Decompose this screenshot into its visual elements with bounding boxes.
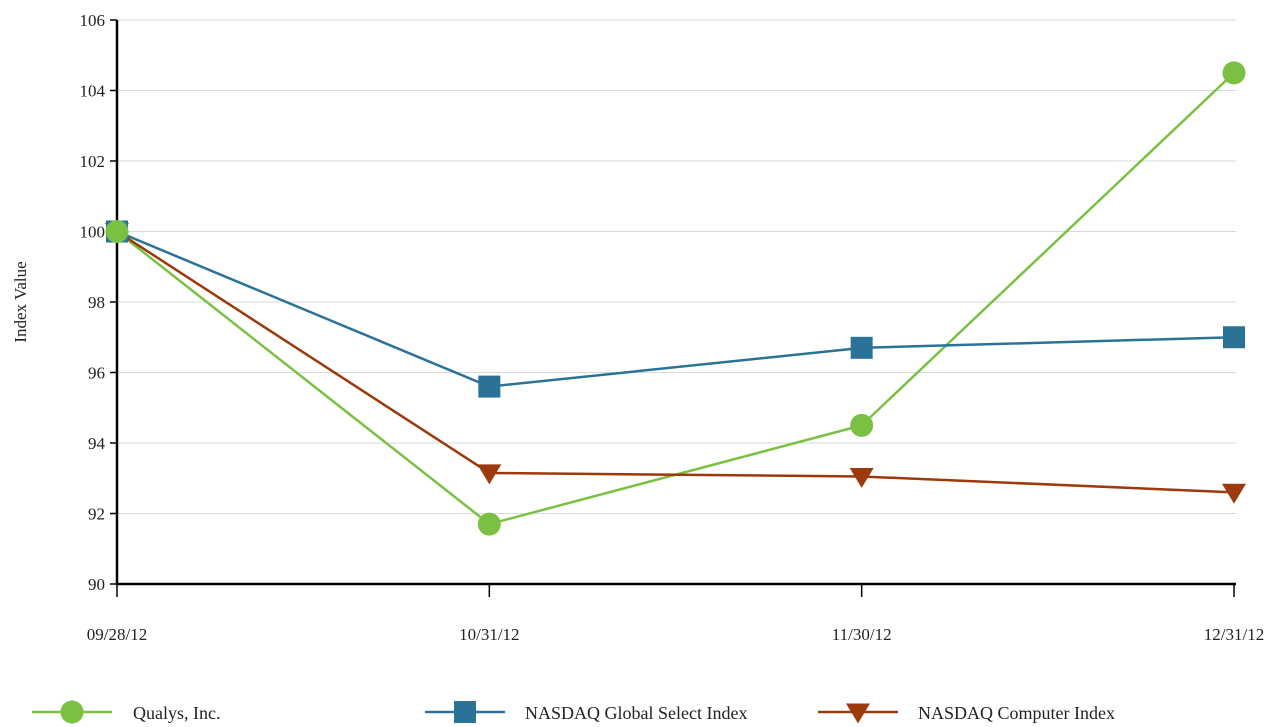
y-axis-title: Index Value — [11, 261, 30, 342]
legend-label: NASDAQ Global Select Index — [525, 703, 747, 723]
y-tick-label: 100 — [80, 223, 106, 242]
series — [105, 61, 1246, 536]
data-point — [1222, 61, 1246, 85]
x-axis-ticks: 09/28/12 10/31/12 11/30/12 12/31/12 — [87, 584, 1264, 644]
x-tick-label: 11/30/12 — [832, 625, 892, 644]
data-point — [850, 336, 873, 359]
data-point — [477, 512, 501, 536]
legend: Qualys, Inc. NASDAQ Global Select Index NA… — [32, 700, 1115, 724]
y-tick-label: 106 — [80, 11, 106, 30]
series-line-0 — [116, 71, 1235, 526]
y-tick-label: 96 — [88, 364, 105, 383]
data-point — [1223, 326, 1245, 349]
y-tick-label: 98 — [88, 293, 105, 312]
y-tick-label: 90 — [88, 575, 105, 594]
gridlines — [117, 19, 1236, 514]
legend-marker — [454, 701, 476, 723]
data-point — [850, 413, 874, 437]
x-tick-label: 12/31/12 — [1204, 625, 1264, 644]
legend-marker — [846, 703, 870, 724]
legend-marker — [60, 700, 84, 724]
series-line-1 — [116, 230, 1235, 388]
legend-item: NASDAQ Global Select Index — [425, 701, 747, 723]
y-axis-ticks: 90 92 94 96 98 100 102 104 106 — [80, 11, 117, 594]
data-point — [477, 464, 502, 485]
y-tick-label: 94 — [88, 434, 106, 453]
series-line-2 — [116, 230, 1235, 494]
x-tick-label: 09/28/12 — [87, 625, 147, 644]
legend-item: Qualys, Inc. — [32, 700, 220, 724]
legend-item: NASDAQ Computer Index — [818, 703, 1115, 724]
legend-label: NASDAQ Computer Index — [918, 703, 1115, 723]
y-tick-label: 92 — [88, 505, 105, 524]
data-point — [478, 375, 501, 398]
y-tick-label: 102 — [80, 152, 106, 171]
data-point — [105, 220, 129, 243]
legend-label: Qualys, Inc. — [133, 703, 220, 723]
data-point — [849, 467, 874, 488]
axes — [115, 20, 1236, 586]
y-tick-label: 104 — [80, 82, 106, 101]
x-tick-label: 10/31/12 — [459, 625, 519, 644]
data-point — [1222, 483, 1246, 504]
